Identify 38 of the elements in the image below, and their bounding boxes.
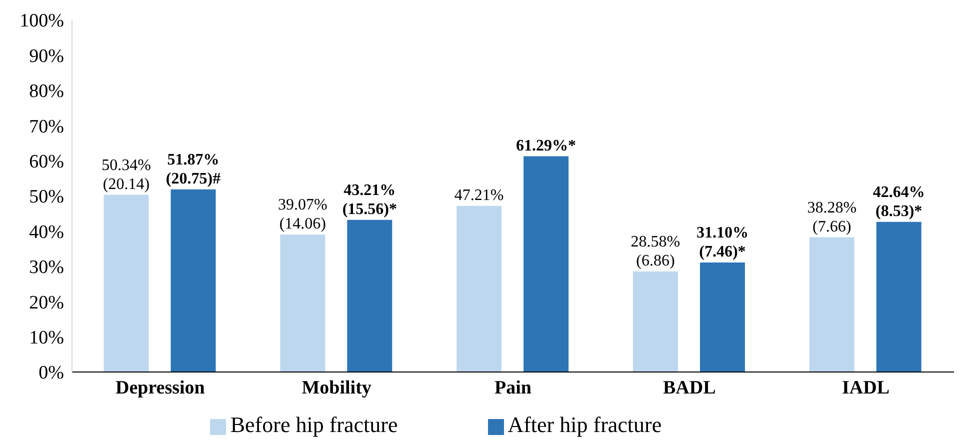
data-label: 50.34% (20.14) <box>102 156 151 193</box>
y-tick-label: 0% <box>38 362 64 384</box>
y-tick-label: 80% <box>29 81 64 102</box>
y-tick-label: 40% <box>29 222 64 243</box>
data-label: 43.21% (15.56)* <box>342 182 397 218</box>
legend-label: Before hip fracture <box>230 412 398 437</box>
y-tick-label: 50% <box>29 186 64 208</box>
data-label: 42.64% (8.53)* <box>872 184 925 220</box>
y-tick-label: 30% <box>29 257 64 278</box>
bar <box>700 262 745 372</box>
y-tick-label: 10% <box>29 328 64 349</box>
bar <box>809 237 854 372</box>
x-tick-label: IADL <box>842 377 890 398</box>
bar <box>104 194 149 372</box>
bar <box>280 234 326 372</box>
bar <box>347 220 392 372</box>
x-tick-label: Depression <box>116 377 206 398</box>
data-label: 47.21% <box>454 186 504 204</box>
bar <box>456 206 502 372</box>
data-label: 39.07% (14.06) <box>278 196 328 232</box>
y-tick-label: 60% <box>29 152 64 173</box>
x-tick-label: Pain <box>494 377 532 398</box>
bar <box>876 222 922 372</box>
bar <box>170 189 216 372</box>
y-tick-label: 100% <box>20 10 64 32</box>
data-label: 51.87% (20.75)# <box>166 151 221 188</box>
data-label: 61.29%* <box>516 137 576 154</box>
legend-label: After hip fracture <box>508 412 662 437</box>
y-tick-label: 70% <box>29 116 64 138</box>
x-tick-label: Mobility <box>302 377 372 398</box>
y-tick-label: 90% <box>29 46 64 67</box>
data-label: 31.10% (7.46)* <box>696 224 748 261</box>
x-tick-label: BADL <box>663 377 716 398</box>
data-label: 28.58% (6.86) <box>630 233 680 270</box>
data-label: 38.28% (7.66) <box>807 199 857 236</box>
bar <box>632 271 678 372</box>
y-tick-label: 20% <box>29 292 64 314</box>
bar <box>524 156 569 372</box>
